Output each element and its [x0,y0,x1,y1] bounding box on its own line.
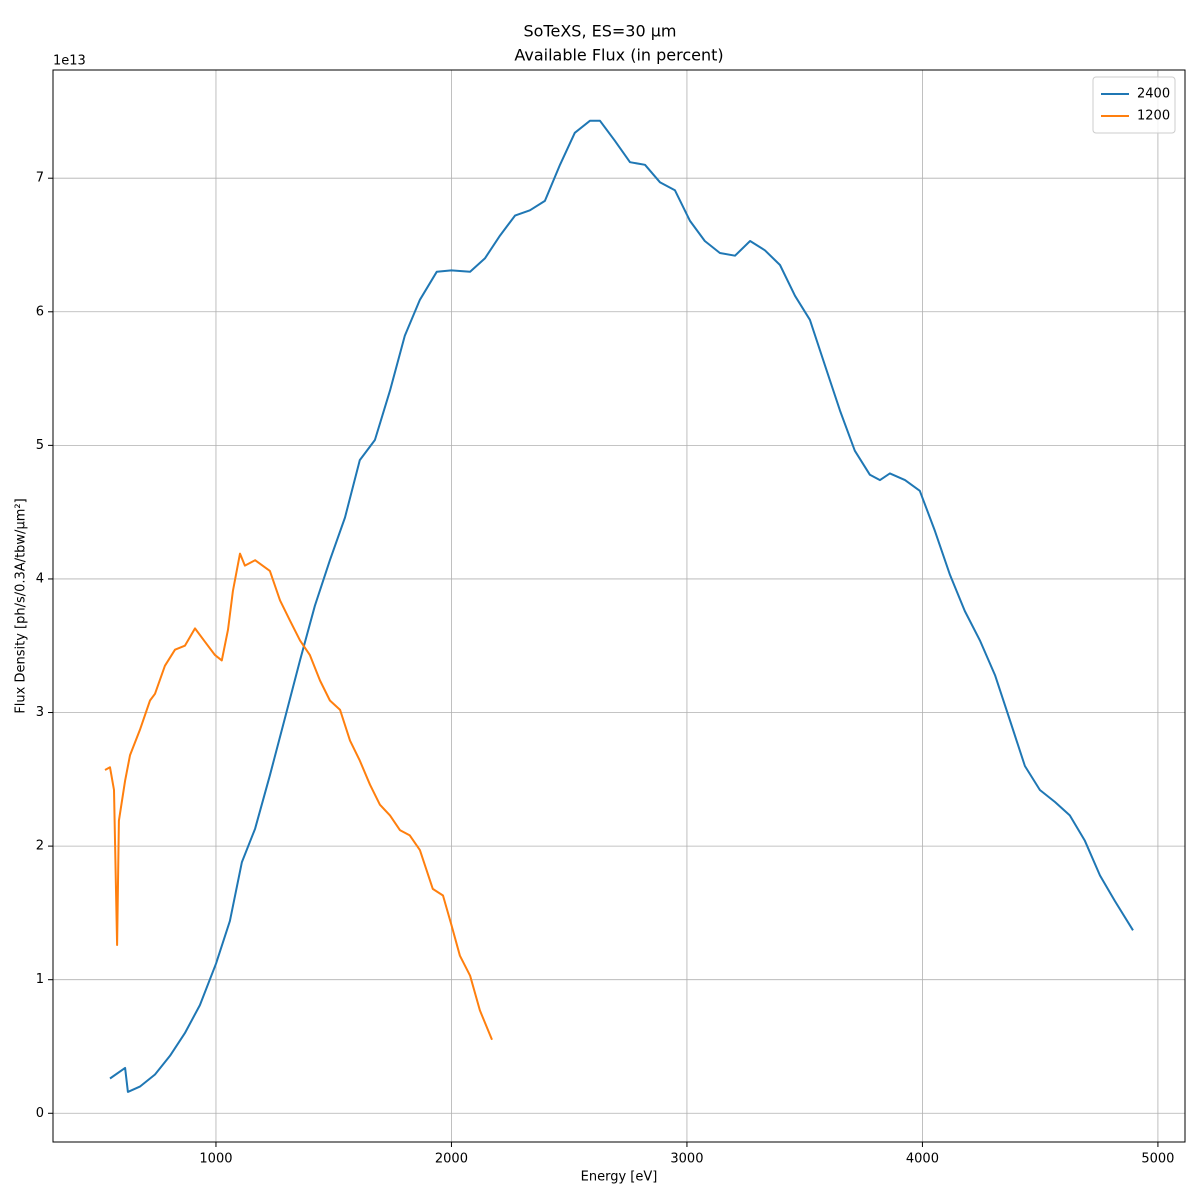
legend-box [1092,76,1176,134]
legend-label: 1200 [1137,109,1170,124]
y-tick-label: 5 [36,438,44,453]
y-axis-label: Flux Density [ph/s/0.3A/tbw/µm²] [14,498,29,713]
y-tick-label: 2 [36,839,44,854]
suptitle: SoTeXS, ES=30 µm [523,22,676,41]
series-line [109,119,1134,1093]
x-tick-label: 5000 [1141,1152,1174,1167]
series-line [104,552,493,1041]
x-tick-label: 3000 [670,1152,703,1167]
x-tick-label: 2000 [435,1152,468,1167]
legend: 2400 1200 [1092,76,1176,134]
x-tick-label: 1000 [199,1152,232,1167]
y-tick-label: 7 [36,171,44,186]
y-tick-label: 3 [36,705,44,720]
y-tick-label: 4 [36,571,44,586]
y-offset-label: 1e13 [53,54,86,69]
x-tick-label: 4000 [906,1152,939,1167]
plot-frame [52,69,1186,1143]
x-axis-label: Energy [eV] [581,1170,658,1185]
y-tick-label: 0 [36,1106,44,1121]
y-tick-label: 6 [36,304,44,319]
y-tick-label: 1 [36,972,44,987]
chart-title: Available Flux (in percent) [514,46,723,65]
legend-label: 2400 [1137,87,1170,102]
